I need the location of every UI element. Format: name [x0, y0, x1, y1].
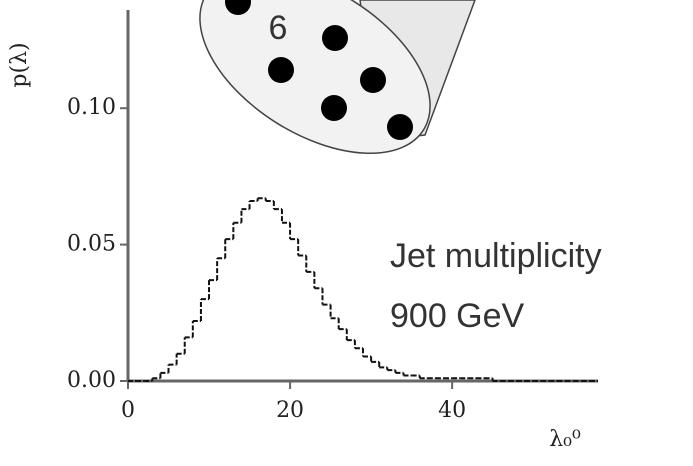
x-tick-label: 40: [438, 398, 466, 423]
annotation: Jet multiplicity: [390, 237, 602, 275]
dot: [268, 57, 294, 83]
y-tick-label: 0.10: [67, 95, 116, 120]
y-tick-label: 0.05: [67, 232, 116, 257]
dot: [387, 114, 413, 140]
x-axis-label: λ₀⁰: [549, 427, 581, 452]
dot: [321, 95, 347, 121]
ellipse: [199, 0, 431, 155]
y-tick-label: 0.00: [67, 368, 116, 393]
inset-label: 6: [269, 9, 288, 47]
inset-diagram: 6: [199, 0, 476, 155]
dot: [322, 25, 348, 51]
annotation: 900 GeV: [390, 297, 525, 335]
y-axis-label: p(λ): [7, 42, 32, 87]
x-tick-label: 20: [276, 398, 304, 423]
dot: [225, 0, 251, 15]
x-tick-label: 0: [121, 398, 135, 423]
dot: [360, 67, 386, 93]
